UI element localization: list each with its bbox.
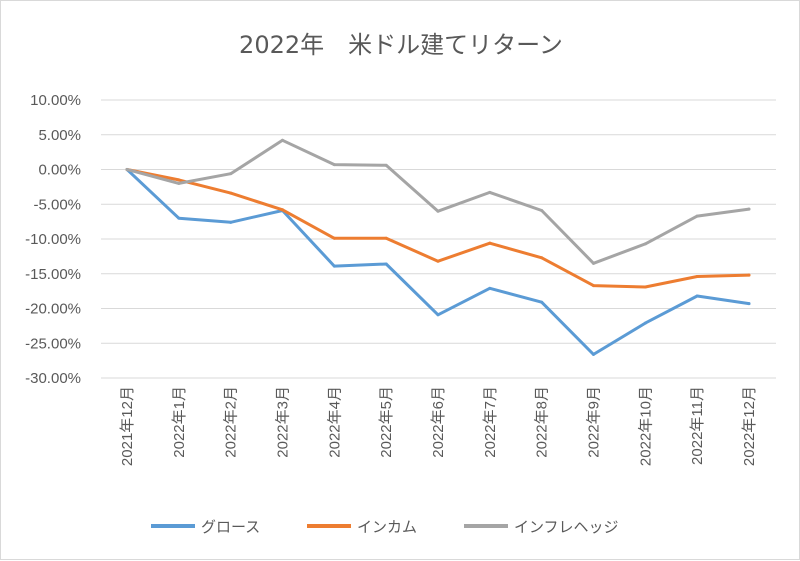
x-axis-ticks: 2021年12月 2022年1月 2022年2月 2022年3月 2022年4月 2022… (119, 386, 758, 466)
x-tick-label: 2022年11月 (689, 386, 706, 465)
data-point (488, 190, 492, 194)
data-point (332, 163, 336, 167)
data-point (384, 236, 388, 240)
data-point (695, 275, 699, 279)
legend: グロース インカム インフレヘッジ (151, 518, 619, 536)
data-point (177, 178, 181, 182)
data-point (384, 262, 388, 266)
chart-title: 2022年 米ドル建てリターン (239, 31, 563, 59)
x-tick-label: 2022年12月 (741, 386, 758, 466)
legend-label: グロース (201, 518, 260, 536)
y-tick-label: -25.00% (25, 335, 81, 352)
data-point (592, 352, 595, 356)
data-point (643, 321, 647, 325)
series-lines (125, 138, 751, 356)
y-tick-label: 10.00% (30, 92, 81, 109)
data-point (540, 300, 544, 304)
data-point (747, 302, 751, 306)
x-tick-label: 2022年4月 (326, 386, 343, 458)
data-point (695, 214, 699, 218)
data-point (643, 285, 647, 289)
legend-label: インカム (357, 518, 417, 536)
data-point (695, 294, 699, 298)
data-point (229, 191, 233, 195)
data-point (384, 163, 388, 167)
x-tick-label: 2022年5月 (378, 386, 395, 458)
series-line (125, 168, 751, 289)
data-point (592, 284, 595, 288)
data-point (488, 286, 492, 290)
data-point (332, 236, 336, 240)
x-tick-label: 2022年1月 (171, 386, 188, 458)
y-tick-label: -5.00% (33, 196, 81, 213)
x-tick-label: 2022年7月 (482, 386, 499, 458)
legend-label: インフレヘッジ (514, 518, 619, 536)
data-point (436, 313, 440, 317)
data-point (229, 172, 233, 176)
data-point (747, 273, 751, 277)
y-tick-label: -20.00% (25, 301, 81, 318)
data-point (540, 256, 544, 260)
x-tick-label: 2021年12月 (119, 386, 136, 466)
series-line (125, 138, 751, 265)
data-point (332, 264, 336, 268)
data-point (488, 241, 492, 245)
x-tick-label: 2022年8月 (534, 386, 551, 458)
data-point (436, 259, 440, 263)
data-point (592, 261, 595, 265)
y-tick-label: -15.00% (25, 266, 81, 283)
x-tick-label: 2022年6月 (430, 386, 447, 458)
data-point (540, 209, 544, 213)
data-point (125, 168, 129, 171)
y-axis-ticks: 10.00% 5.00% 0.00% -5.00% -10.00% -15.00% -20.… (25, 92, 81, 387)
y-tick-label: 0.00% (38, 162, 81, 179)
data-point (747, 207, 751, 211)
y-tick-label: -30.00% (25, 370, 81, 387)
data-point (177, 181, 181, 185)
x-tick-label: 2022年3月 (275, 386, 292, 458)
data-point (281, 138, 284, 142)
x-tick-label: 2022年2月 (223, 386, 240, 458)
data-point (229, 220, 233, 224)
x-tick-label: 2022年10月 (637, 386, 654, 466)
data-point (643, 242, 647, 246)
x-tick-label: 2022年9月 (586, 386, 603, 458)
data-point (436, 209, 440, 213)
data-point (177, 216, 181, 220)
data-point (281, 208, 284, 212)
y-tick-label: -10.00% (25, 231, 81, 248)
y-tick-label: 5.00% (38, 127, 81, 144)
gridlines (101, 99, 776, 379)
